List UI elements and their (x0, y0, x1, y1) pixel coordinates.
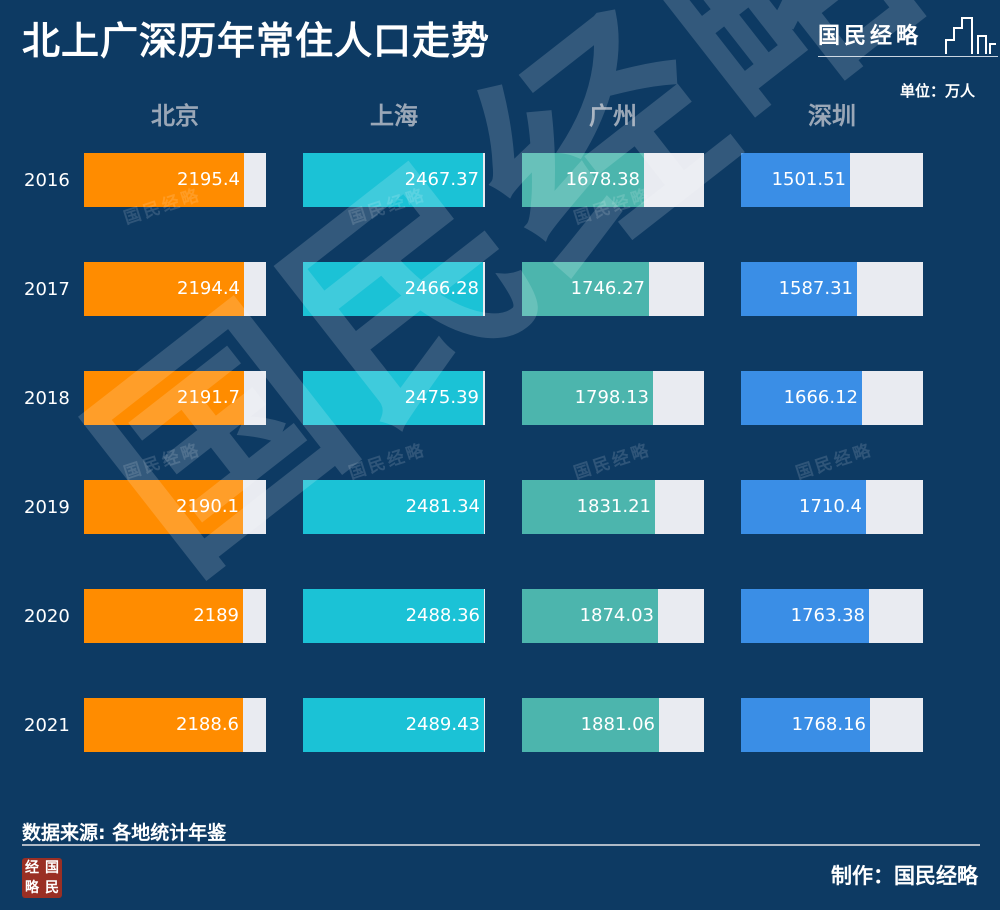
bar: 1587.31 (741, 262, 857, 316)
bar: 2475.39 (303, 371, 483, 425)
bar-track: 2467.37 (303, 153, 485, 207)
bar-value-label: 1763.38 (790, 605, 865, 626)
building-icon (945, 17, 996, 54)
logo-char: 经 (25, 860, 39, 876)
unit-label: 单位：万人 (900, 82, 976, 100)
watermark-small: 国民经略 (121, 440, 204, 484)
bar-value-label: 2191.7 (177, 387, 240, 408)
bar-track: 1798.13 (522, 371, 704, 425)
bar-value-label: 1501.51 (771, 169, 846, 190)
footer-logo: 经 国 略 民 (22, 858, 62, 898)
bar-track: 2489.43 (303, 698, 485, 752)
bar: 2467.37 (303, 153, 483, 207)
bar-track: 2481.34 (303, 480, 485, 534)
column-header: 北京 (151, 102, 199, 130)
bar: 1710.4 (741, 480, 866, 534)
bar-value-label: 1768.16 (791, 714, 866, 735)
bar-track: 2190.1 (84, 480, 266, 534)
bar-track: 1746.27 (522, 262, 704, 316)
bar-value-label: 1746.27 (570, 278, 645, 299)
logo-char: 略 (25, 880, 39, 896)
watermark-small: 国民经略 (346, 440, 429, 484)
bar: 1768.16 (741, 698, 870, 752)
year-label: 2020 (24, 606, 70, 627)
bar-track: 2189 (84, 589, 266, 643)
bar: 1501.51 (741, 153, 850, 207)
bar: 2188.6 (84, 698, 243, 752)
bar-track: 1763.38 (741, 589, 923, 643)
bar-value-label: 2189 (193, 605, 239, 626)
bar: 1798.13 (522, 371, 653, 425)
footer-divider (22, 844, 980, 846)
bar-value-label: 1798.13 (574, 387, 649, 408)
bar: 1763.38 (741, 589, 869, 643)
chart-title: 北上广深历年常住人口走势 (22, 19, 491, 63)
year-label: 2017 (24, 279, 70, 300)
bar-value-label: 1881.06 (580, 714, 655, 735)
bar-track: 1874.03 (522, 589, 704, 643)
year-label: 2021 (24, 715, 70, 736)
column-header: 广州 (589, 102, 637, 130)
bar-value-label: 2467.37 (404, 169, 479, 190)
bar-track: 1831.21 (522, 480, 704, 534)
bar: 1666.12 (741, 371, 862, 425)
year-label: 2016 (24, 170, 70, 191)
brand-logo-text: 国民经略 (818, 23, 923, 49)
bar-value-label: 1710.4 (799, 496, 862, 517)
bar-value-label: 2188.6 (176, 714, 239, 735)
bar-value-label: 1587.31 (778, 278, 853, 299)
watermark-small: 国民经略 (793, 440, 876, 484)
watermark-small: 国民经略 (571, 440, 654, 484)
column-header: 上海 (370, 102, 418, 130)
bar-value-label: 1666.12 (783, 387, 858, 408)
bar-value-label: 2481.34 (405, 496, 480, 517)
bar-value-label: 2195.4 (177, 169, 240, 190)
bar-track: 1768.16 (741, 698, 923, 752)
bar-track: 1881.06 (522, 698, 704, 752)
bar-track: 1666.12 (741, 371, 923, 425)
bar-track: 1678.38 (522, 153, 704, 207)
bar-value-label: 2489.43 (405, 714, 480, 735)
bar-value-label: 2466.28 (404, 278, 479, 299)
brand-underline (818, 56, 998, 57)
bar-track: 2195.4 (84, 153, 266, 207)
bar-value-label: 1874.03 (579, 605, 654, 626)
bar: 2191.7 (84, 371, 244, 425)
bar: 1874.03 (522, 589, 658, 643)
bar: 2194.4 (84, 262, 244, 316)
maker-credit: 制作：国民经略 (831, 864, 978, 888)
logo-char: 民 (45, 880, 59, 896)
bar: 2195.4 (84, 153, 244, 207)
bar: 1831.21 (522, 480, 655, 534)
bar-value-label: 2488.36 (405, 605, 480, 626)
bar-value-label: 2190.1 (176, 496, 239, 517)
bar-track: 2188.6 (84, 698, 266, 752)
bar: 1746.27 (522, 262, 649, 316)
bar-track: 2191.7 (84, 371, 266, 425)
bar-track: 1710.4 (741, 480, 923, 534)
year-label: 2019 (24, 497, 70, 518)
bar-value-label: 1678.38 (565, 169, 640, 190)
bar: 2466.28 (303, 262, 483, 316)
bar-track: 1587.31 (741, 262, 923, 316)
bar: 1881.06 (522, 698, 659, 752)
bar-value-label: 2475.39 (404, 387, 479, 408)
bar: 2488.36 (303, 589, 484, 643)
bar-track: 1501.51 (741, 153, 923, 207)
bar-track: 2466.28 (303, 262, 485, 316)
bar: 1678.38 (522, 153, 644, 207)
bar-track: 2194.4 (84, 262, 266, 316)
bar-track: 2488.36 (303, 589, 485, 643)
bar-track: 2475.39 (303, 371, 485, 425)
bar-value-label: 2194.4 (177, 278, 240, 299)
bar: 2481.34 (303, 480, 484, 534)
logo-char: 国 (45, 860, 59, 876)
year-label: 2018 (24, 388, 70, 409)
bar: 2489.43 (303, 698, 484, 752)
source-note: 数据来源: 各地统计年鉴 (22, 822, 227, 844)
bar-value-label: 1831.21 (576, 496, 651, 517)
column-header: 深圳 (808, 102, 856, 130)
bar: 2190.1 (84, 480, 243, 534)
bar: 2189 (84, 589, 243, 643)
